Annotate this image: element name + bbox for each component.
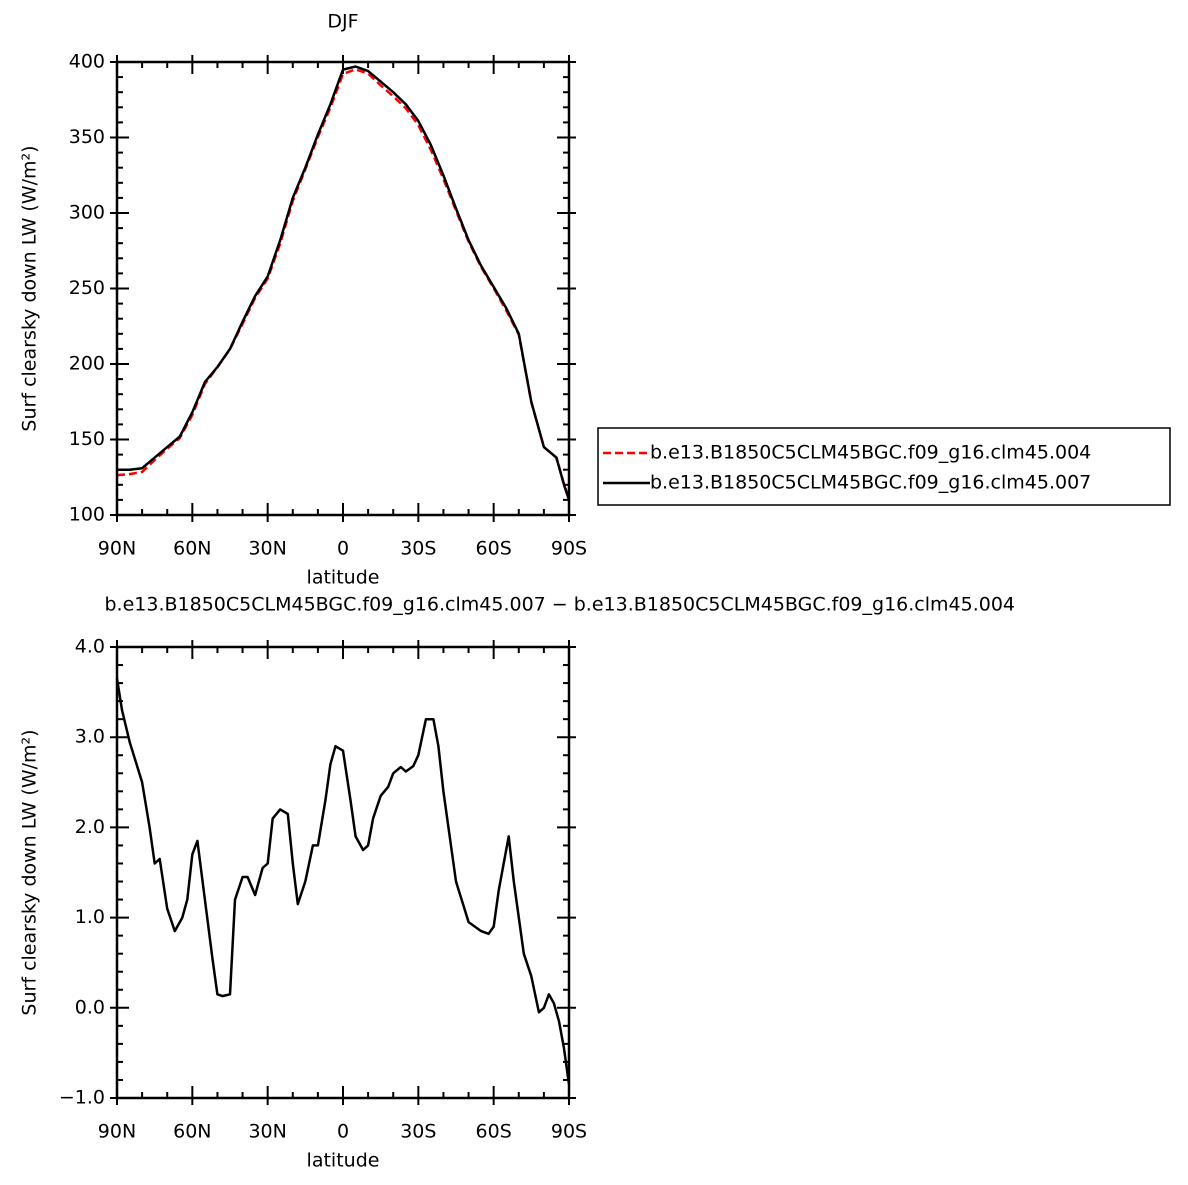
x-tick-label: 90S	[551, 538, 587, 560]
x-tick-label: 30N	[248, 538, 286, 560]
plot-frame	[115, 60, 571, 517]
series-line	[116, 68, 571, 499]
x-axis-label: latitude	[307, 567, 380, 589]
y-tick-label: 1.0	[75, 906, 105, 928]
x-axis-label: latitude	[307, 1150, 380, 1172]
x-tick-label: 0	[337, 538, 349, 560]
y-tick-label: 350	[69, 126, 105, 148]
plot-frame	[115, 645, 571, 1100]
series-line	[115, 678, 571, 1085]
x-tick-label: 60N	[173, 1121, 211, 1143]
x-tick-label: 90S	[551, 1121, 587, 1143]
x-tick-label: 0	[337, 1121, 349, 1143]
y-tick-label: −1.0	[59, 1087, 105, 1109]
x-tick-label: 90N	[98, 538, 136, 560]
x-tick-label: 30S	[400, 538, 436, 560]
y-tick-label: 150	[69, 428, 105, 450]
y-axis-label: Surf clearsky down LW (W/m²)	[19, 145, 41, 431]
y-tick-label: 2.0	[75, 816, 105, 838]
legend-box	[597, 427, 1171, 506]
chart-title: b.e13.B1850C5CLM45BGC.f09_g16.clm45.007 …	[104, 594, 1015, 616]
y-axis-label: Surf clearsky down LW (W/m²)	[19, 729, 41, 1015]
y-tick-label: 400	[69, 51, 105, 73]
legend-label: b.e13.B1850C5CLM45BGC.f09_g16.clm45.007	[650, 472, 1091, 494]
chart-title: DJF	[327, 11, 358, 33]
y-tick-label: 4.0	[75, 636, 105, 658]
y-tick-label: 0.0	[75, 996, 105, 1018]
x-tick-label: 90N	[98, 1121, 136, 1143]
x-tick-label: 30S	[400, 1121, 436, 1143]
y-tick-label: 300	[69, 202, 105, 224]
y-tick-label: 100	[69, 504, 105, 526]
x-tick-label: 30N	[248, 1121, 286, 1143]
y-tick-label: 3.0	[75, 726, 105, 748]
series-line	[117, 65, 571, 501]
legend-label: b.e13.B1850C5CLM45BGC.f09_g16.clm45.004	[650, 442, 1091, 464]
y-tick-label: 200	[69, 353, 105, 375]
x-tick-label: 60S	[476, 538, 512, 560]
x-tick-label: 60N	[173, 538, 211, 560]
y-tick-label: 250	[69, 277, 105, 299]
x-tick-label: 60S	[476, 1121, 512, 1143]
